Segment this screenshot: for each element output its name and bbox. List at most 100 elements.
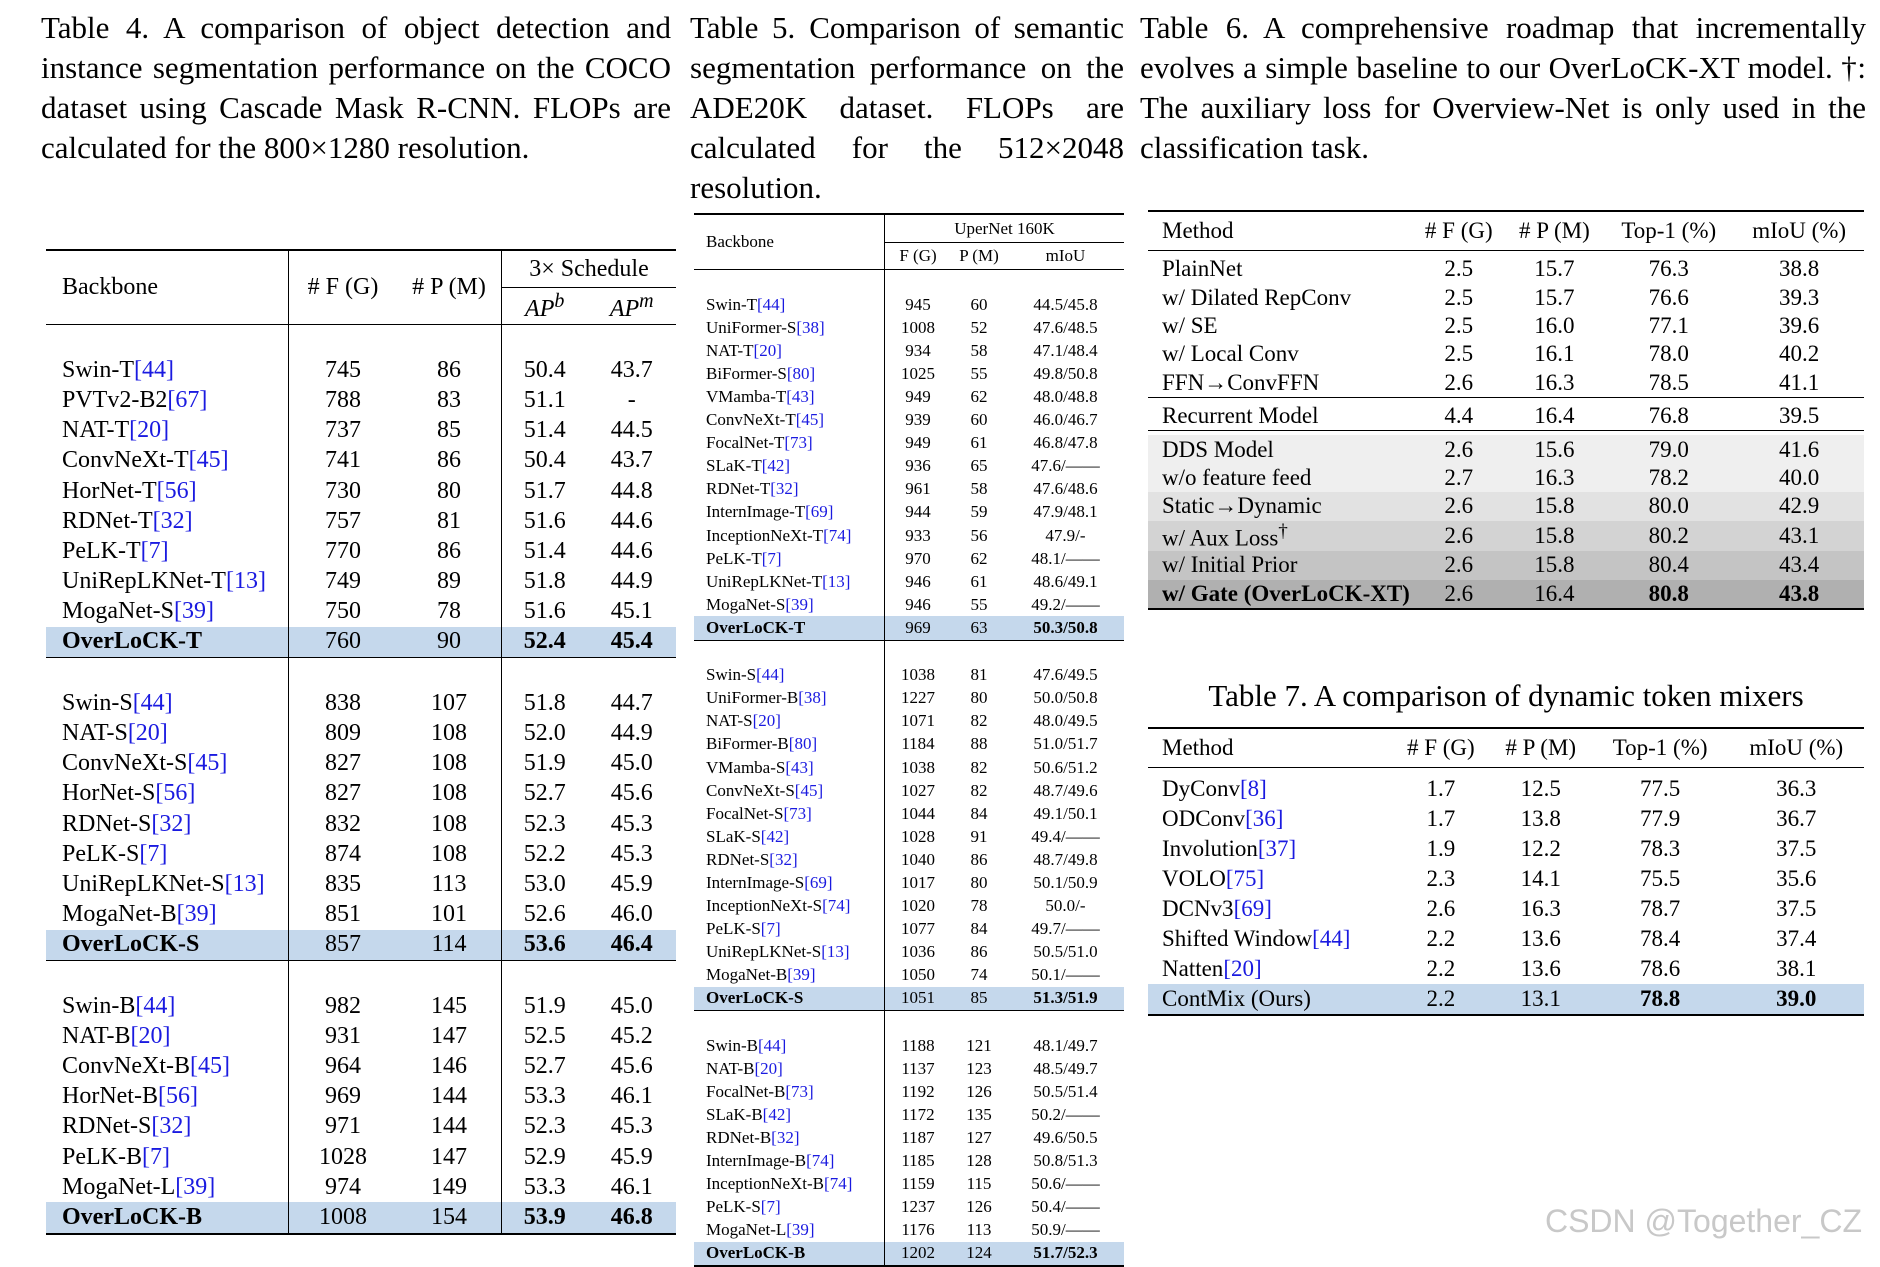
table-row: ConvNeXt-S[45] 827 108 51.9 45.0: [46, 748, 676, 779]
row-name-cell: PeLK-S[7]: [694, 917, 885, 941]
row-name-cell: ConvNeXt-T[45]: [46, 445, 289, 476]
citation-link: [39]: [786, 1220, 815, 1240]
table7-header-flops: # F (G): [1406, 735, 1475, 760]
apb-cell: 51.1: [523, 386, 566, 413]
flops-cell: 745: [325, 356, 361, 383]
citation-link: [20]: [129, 417, 170, 444]
row-name: DCNv3: [1162, 896, 1234, 921]
table-row: NAT-T[20] 934 58 47.1/48.4: [694, 339, 1124, 363]
table7-header-params: # P (M): [1505, 735, 1577, 760]
apm-cell: 44.9: [610, 720, 653, 747]
flops-cell: 945: [905, 294, 931, 314]
params-cell: 84: [970, 919, 988, 939]
miou-cell: 36.3: [1776, 776, 1817, 801]
row-name-cell: UniFormer-S[38]: [694, 316, 885, 340]
row-name: OverLoCK-B: [706, 1243, 806, 1263]
row-name: UniRepLKNet-S: [706, 942, 822, 962]
sep-cell: [587, 658, 676, 689]
params-cell: 84: [970, 803, 988, 823]
flops-cell: 974: [325, 1173, 361, 1200]
flops-cell: 1.7: [1426, 806, 1456, 831]
params-cell: 115: [966, 1174, 992, 1194]
citation-link: [7]: [761, 548, 782, 568]
row-name: InternImage-B: [706, 1151, 807, 1171]
table-row: HorNet-S[56] 827 108 52.7 45.6: [46, 778, 676, 809]
apb-cell: 52.3: [523, 810, 566, 837]
flops-cell: 1185: [901, 1151, 935, 1171]
flops-cell: 2.5: [1444, 341, 1474, 367]
miou-cell: 50.6/51.2: [1033, 757, 1098, 777]
row-name-cell: ConvNeXt-B[45]: [46, 1051, 289, 1082]
sep-cell: [502, 325, 588, 356]
row-name-cell: MogaNet-B[39]: [694, 963, 885, 987]
table-row: MogaNet-L[39] 1176 113 50.9/——: [694, 1218, 1124, 1242]
flops-cell: 851: [325, 901, 361, 928]
flops-cell: 2.6: [1412, 520, 1506, 552]
citation-link: [20]: [753, 340, 782, 360]
row-name-cell: NAT-T[20]: [46, 415, 289, 446]
params-cell: 80: [970, 872, 988, 892]
params-cell: 126: [966, 1197, 992, 1217]
params-cell: 82: [970, 780, 988, 800]
params-cell: 81: [970, 665, 988, 685]
flops-cell: 1176: [901, 1220, 935, 1240]
row-name-cell: Swin-B[44]: [46, 991, 289, 1022]
flops-cell: 1020: [901, 896, 935, 916]
table5-header-group: UperNet 160K: [884, 214, 1124, 243]
apm-cell: 44.8: [610, 477, 653, 504]
flops-cell: 931: [325, 1022, 361, 1049]
miou-cell: 48.1/——: [1031, 548, 1100, 568]
params-cell: 56: [970, 525, 988, 545]
flops-cell: 1036: [901, 942, 935, 962]
row-name: NAT-T: [62, 417, 130, 444]
flops-cell: 964: [325, 1053, 361, 1080]
citation-link: [36]: [1245, 806, 1284, 831]
table-row: Swin-T[44] 945 60 44.5/45.8: [694, 293, 1124, 317]
params-cell: 63: [951, 616, 1007, 640]
row-name: RDNet-S: [62, 810, 152, 837]
row-name: DDS Model: [1162, 436, 1274, 462]
table5: Backbone UperNet 160K F (G) P (M) mIoU S…: [694, 213, 1124, 1267]
top1-cell: 78.7: [1640, 896, 1681, 921]
flops-cell: 1028: [901, 826, 935, 846]
table-row: UniFormer-S[38] 1008 52 47.6/48.5: [694, 316, 1124, 340]
params-cell: 59: [970, 502, 988, 522]
table-row: PeLK-S[7] 1237 126 50.4/——: [694, 1195, 1124, 1219]
table-row: InceptionNeXt-T[74] 933 56 47.9/-: [694, 524, 1124, 548]
flops-cell: 1038: [901, 757, 935, 777]
table-row: RDNet-S[32] 1040 86 48.7/49.8: [694, 848, 1124, 872]
flops-cell: 1137: [901, 1058, 935, 1078]
miou-cell: 50.1/50.9: [1033, 872, 1098, 892]
params-cell: 58: [970, 479, 988, 499]
row-name: UniRepLKNet-T: [62, 568, 226, 595]
params-cell: 144: [397, 1081, 502, 1112]
table-row: NAT-B[20] 1137 123 48.5/49.7: [694, 1057, 1124, 1081]
flops-cell: 788: [325, 386, 361, 413]
row-name: NAT-S: [62, 720, 128, 747]
top1-cell: 78.6: [1640, 956, 1681, 981]
miou-cell: 35.6: [1776, 866, 1817, 891]
flops-cell: 730: [325, 477, 361, 504]
apm-cell: 45.0: [610, 750, 653, 777]
row-name: Swin-S: [706, 665, 757, 685]
row-name-cell: Natten[20]: [1148, 954, 1392, 984]
row-name: w/ Gate (OverLoCK-XT): [1162, 580, 1410, 606]
miou-cell: 50.1/——: [1031, 965, 1100, 985]
row-name-cell: InternImage-T[69]: [694, 500, 885, 525]
flops-cell: 1008: [901, 317, 935, 337]
row-name: w/ Initial Prior: [1162, 552, 1298, 578]
apm-cell: 44.7: [610, 689, 653, 716]
table-row: w/ SE 2.5 16.0 77.1 39.6: [1148, 312, 1864, 340]
flops-cell: 737: [325, 417, 361, 444]
citation-link: [43]: [785, 757, 814, 777]
apb-cell: 50.4: [523, 447, 566, 474]
params-cell: 83: [397, 385, 502, 416]
table-row: NAT-B[20] 931 147 52.5 45.2: [46, 1021, 676, 1052]
table-row: Natten[20] 2.2 13.6 78.6 38.1: [1148, 954, 1864, 984]
row-name-cell: w/ Local Conv: [1148, 340, 1412, 368]
table-row: MogaNet-B[39] 851 101 52.6 46.0: [46, 899, 676, 930]
table7-header-top1: Top-1 (%): [1612, 735, 1708, 760]
sep-cell: [694, 1010, 885, 1035]
citation-link: [73]: [784, 433, 813, 453]
row-name-cell: OverLoCK-B: [694, 1241, 885, 1267]
